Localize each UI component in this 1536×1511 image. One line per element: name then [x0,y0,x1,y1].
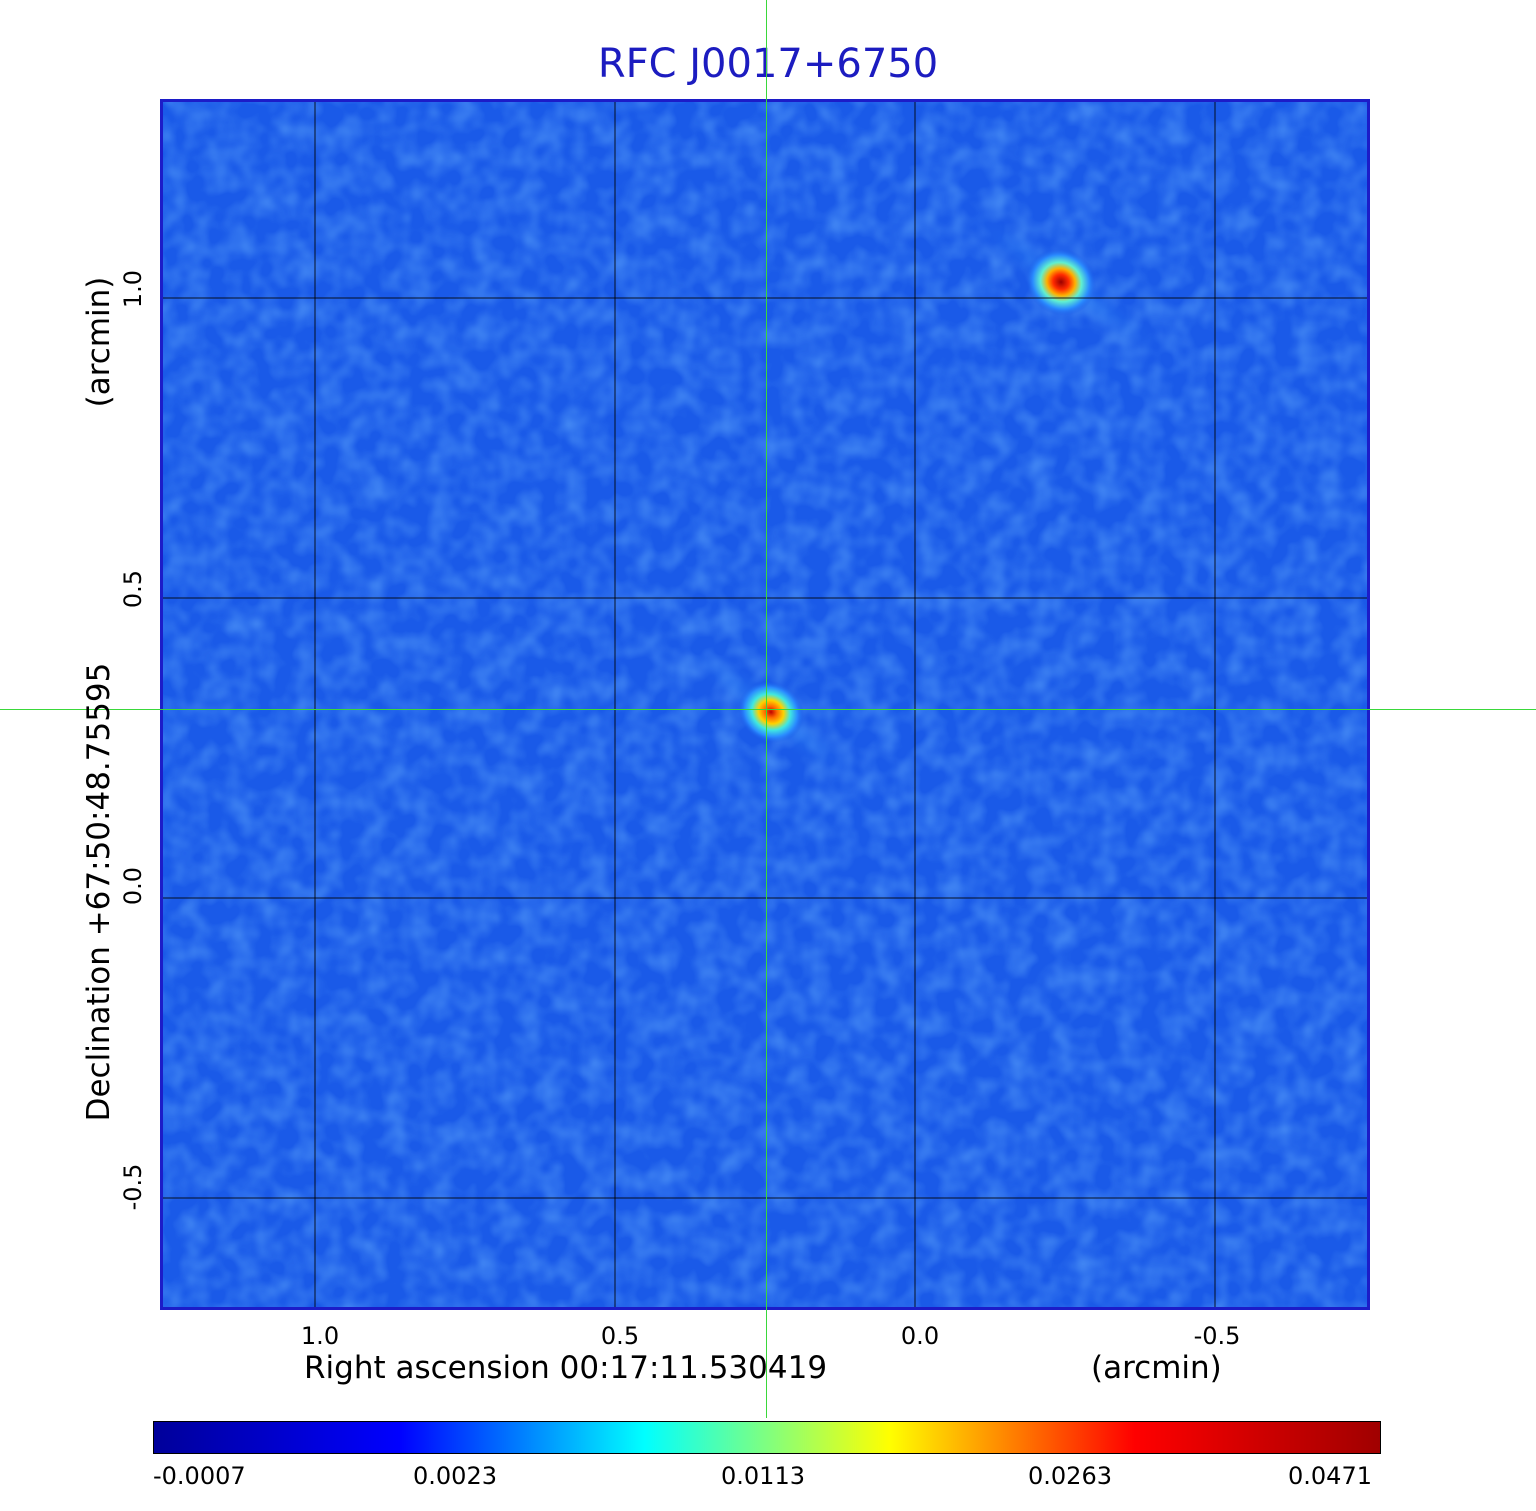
crosshair-horizontal [0,709,1536,710]
x-tick-label: 1.0 [300,1322,340,1350]
x-tick-label: 0.5 [600,1322,640,1350]
secondary-source [1025,248,1097,316]
plot-title: RFC J0017+6750 [597,41,939,87]
y-axis-label: Declination +67:50:48.75595 [81,662,117,1122]
colorbar [153,1421,1381,1454]
y-tick-label: 1.0 [119,269,147,309]
x-tick-label: -0.5 [1193,1322,1241,1350]
x-axis-unit: (arcmin) [1091,1350,1222,1386]
central-source [737,680,805,744]
x-tick-label: 0.0 [900,1322,940,1350]
y-tick-label: 0.0 [119,866,147,906]
radio-image [163,102,1367,1307]
coordinate-grid [163,102,1367,1307]
colorbar-label: 0.0263 [1028,1462,1112,1490]
colorbar-label: 0.0471 [1288,1462,1372,1490]
y-axis-unit: (arcmin) [81,276,117,408]
x-axis-label: Right ascension 00:17:11.530419 [304,1350,828,1386]
y-tick-label: -0.5 [119,1163,147,1211]
colorbar-label: 0.0113 [721,1462,805,1490]
colorbar-label: 0.0023 [413,1462,497,1490]
y-tick-label: 0.5 [119,569,147,609]
colorbar-label: -0.0007 [153,1462,246,1490]
radio-image-frame [160,99,1370,1310]
